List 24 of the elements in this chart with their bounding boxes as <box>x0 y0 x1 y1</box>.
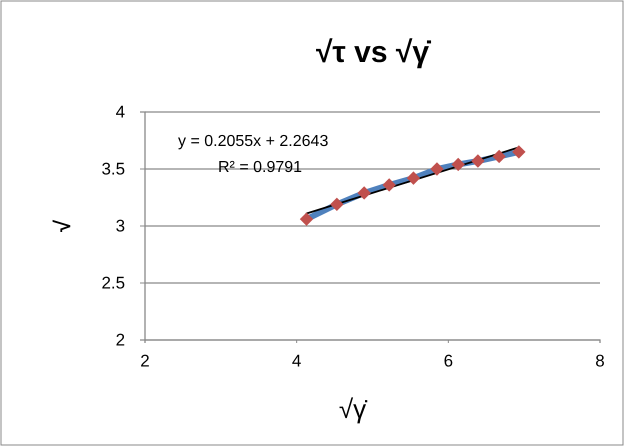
x-tick-label: 8 <box>595 351 605 370</box>
point <box>357 186 371 200</box>
x-tick-label: 4 <box>292 351 302 370</box>
point <box>451 158 465 172</box>
point <box>406 171 420 185</box>
x-tick-label: 6 <box>444 351 454 370</box>
point <box>300 212 314 226</box>
chart-title: √τ vs √γ̇ <box>316 36 432 69</box>
y-tick-label: 4 <box>116 102 126 122</box>
annotation: y = 0.2055x + 2.2643 <box>178 133 328 150</box>
annotation: R² = 0.9791 <box>218 159 302 176</box>
point <box>382 178 396 192</box>
y-axis-title: √ <box>50 219 75 232</box>
point <box>330 198 344 212</box>
y-tick-label: 2.5 <box>101 273 126 292</box>
x-tick-label: 2 <box>140 351 150 370</box>
point <box>471 154 485 168</box>
y-tick-label: 3.5 <box>101 159 126 178</box>
point <box>492 150 506 164</box>
x-axis-title: √γ̇ <box>338 394 368 424</box>
point <box>512 145 526 159</box>
point <box>430 162 444 176</box>
y-tick-label: 3 <box>116 216 126 236</box>
y-tick-label: 2 <box>116 330 126 350</box>
